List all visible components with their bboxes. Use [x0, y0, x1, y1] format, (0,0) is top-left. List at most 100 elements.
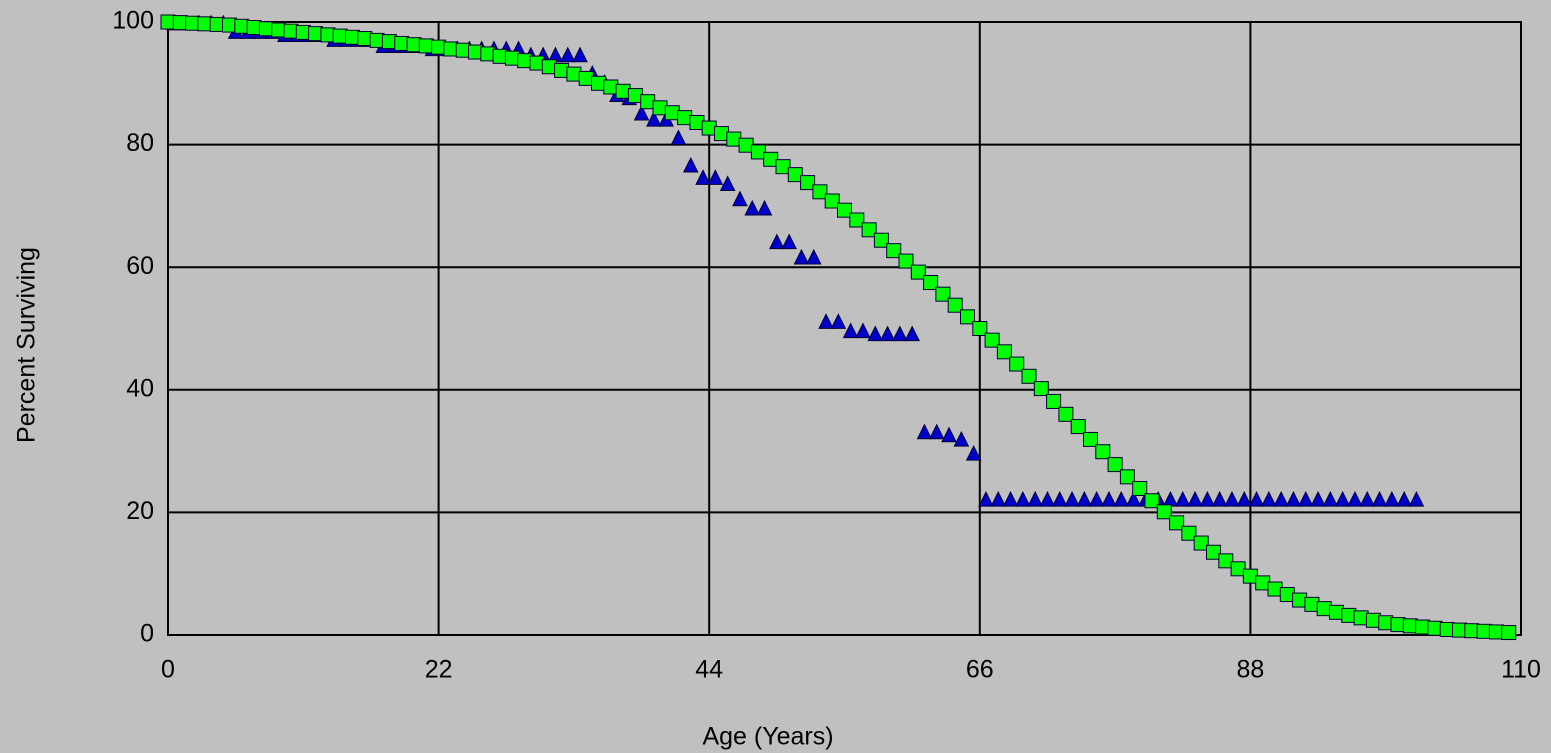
- square-marker: [1501, 625, 1517, 641]
- square-marker: [1156, 504, 1172, 520]
- triangle-marker: [941, 426, 957, 443]
- triangle-marker: [990, 491, 1007, 507]
- triangle-marker: [781, 233, 797, 250]
- triangle-marker: [904, 325, 920, 342]
- triangle-marker: [916, 423, 933, 440]
- triangle-marker: [1039, 491, 1056, 507]
- square-marker: [1107, 457, 1123, 473]
- triangle-marker: [1064, 491, 1080, 507]
- triangle-marker: [830, 313, 847, 329]
- square-marker: [1132, 480, 1148, 496]
- triangle-marker: [1027, 491, 1043, 507]
- triangle-marker: [1322, 491, 1339, 507]
- triangle-marker: [1396, 491, 1412, 507]
- square-marker: [1009, 356, 1025, 372]
- triangle-marker: [805, 248, 822, 265]
- triangle-marker: [1384, 491, 1400, 507]
- triangle-marker: [879, 325, 896, 342]
- triangle-marker: [1359, 491, 1376, 507]
- triangle-marker: [1248, 491, 1265, 507]
- triangle-marker: [1002, 491, 1019, 507]
- triangle-marker: [559, 46, 576, 63]
- square-marker: [1021, 368, 1037, 384]
- triangle-marker: [1224, 491, 1240, 507]
- square-marker: [996, 344, 1012, 360]
- triangle-marker: [707, 169, 724, 185]
- triangle-marker: [867, 325, 884, 342]
- square-marker: [1083, 431, 1098, 447]
- triangle-marker: [1273, 491, 1289, 507]
- square-marker: [935, 286, 951, 302]
- triangle-marker: [1125, 491, 1142, 507]
- x-tick-label: 44: [695, 656, 723, 684]
- triangle-marker: [756, 199, 773, 216]
- square-marker: [1070, 419, 1086, 435]
- triangle-marker: [1261, 491, 1277, 507]
- triangle-marker: [719, 175, 736, 191]
- triangle-marker: [855, 322, 871, 339]
- square-marker: [960, 309, 975, 325]
- square-marker: [849, 212, 865, 228]
- x-tick-label: 0: [161, 656, 175, 684]
- triangle-marker: [1101, 491, 1117, 507]
- square-marker: [1218, 553, 1234, 569]
- triangle-marker: [1310, 491, 1326, 507]
- x-tick-label: 110: [1501, 656, 1541, 684]
- y-tick-label: 100: [112, 7, 154, 35]
- x-axis-label: Age (Years): [702, 723, 833, 751]
- triangle-marker: [892, 325, 908, 342]
- square-marker: [947, 297, 963, 313]
- square-marker: [1046, 393, 1062, 409]
- square-marker: [800, 175, 816, 191]
- triangle-marker: [732, 190, 748, 207]
- triangle-marker: [744, 199, 761, 216]
- y-tick-label: 60: [126, 252, 154, 280]
- triangle-marker: [1051, 491, 1068, 507]
- square-marker: [1119, 469, 1135, 485]
- triangle-marker: [646, 110, 662, 127]
- square-marker: [873, 232, 889, 248]
- square-marker: [837, 202, 852, 218]
- triangle-marker: [695, 169, 711, 185]
- y-tick-label: 20: [126, 497, 154, 525]
- triangle-marker: [1347, 491, 1363, 507]
- square-marker: [1169, 515, 1185, 531]
- triangle-marker: [1076, 491, 1093, 507]
- triangle-marker: [670, 129, 687, 145]
- triangle-marker: [1088, 491, 1105, 507]
- square-marker: [886, 243, 902, 259]
- triangle-marker: [1334, 491, 1351, 507]
- triangle-marker: [633, 104, 650, 121]
- square-marker: [787, 167, 803, 183]
- triangle-marker: [1236, 491, 1253, 507]
- triangle-marker: [953, 430, 970, 447]
- y-axis-label: Percent Surviving: [13, 247, 41, 443]
- square-marker: [1206, 544, 1221, 560]
- square-marker: [1058, 406, 1074, 422]
- square-marker: [1181, 525, 1197, 541]
- square-marker: [824, 193, 840, 209]
- triangle-marker: [1015, 491, 1031, 507]
- triangle-marker: [572, 46, 588, 63]
- triangle-marker: [1113, 491, 1130, 507]
- y-tick-label: 0: [140, 620, 154, 648]
- triangle-marker: [1297, 491, 1314, 507]
- triangle-marker: [928, 423, 945, 440]
- square-marker: [984, 332, 1000, 348]
- triangle-marker: [682, 156, 699, 173]
- x-tick-label: 22: [425, 656, 453, 684]
- square-marker: [861, 222, 877, 238]
- triangle-marker: [1199, 491, 1216, 507]
- square-marker: [812, 184, 828, 200]
- triangle-marker: [1285, 491, 1302, 507]
- triangle-marker: [1408, 491, 1425, 507]
- x-tick-label: 66: [966, 656, 994, 684]
- triangle-marker: [818, 313, 834, 329]
- square-marker: [1095, 444, 1111, 460]
- triangle-marker: [1174, 491, 1191, 507]
- square-marker: [898, 253, 914, 269]
- triangle-marker: [1211, 491, 1228, 507]
- triangle-marker: [965, 445, 982, 461]
